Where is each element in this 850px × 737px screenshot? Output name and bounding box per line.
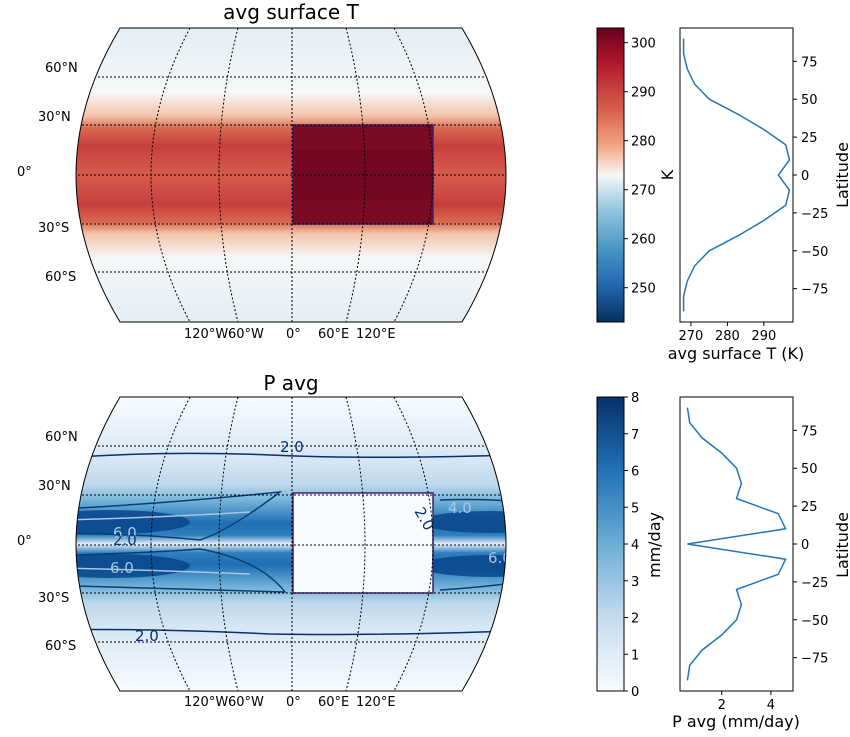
top-colorbar: 300 290 280 270 260 250 K — [596, 27, 677, 323]
top-map: avg surface T 60°N 30°N 0° — [17, 0, 507, 342]
bottom-lon-120e: 120°E — [356, 695, 396, 710]
top-colorbar-tick-label: 300 — [631, 37, 656, 52]
precip-band-se — [420, 555, 506, 577]
bottom-profile-ytick-label: 75 — [801, 424, 818, 439]
top-gridlines — [76, 28, 506, 322]
top-lat-labels: 60°N 30°N 0° 30°S 60°S — [17, 61, 78, 285]
top-profile-ylabel: Latitude — [833, 142, 850, 208]
top-lat-30n: 30°N — [38, 110, 71, 125]
top-profile-xtick-label: 280 — [715, 329, 740, 344]
bottom-lat-labels: 60°N 30°N 0° 30°S 60°S — [17, 430, 78, 654]
precip-band-sw — [76, 554, 190, 578]
top-profile-ytick-label: −50 — [801, 245, 828, 260]
bottom-profile-xtick-label: 2 — [718, 698, 726, 713]
top-lat-30s: 30°S — [38, 221, 69, 236]
bottom-colorbar-tick-label: 2 — [631, 612, 639, 627]
top-profile-line — [682, 38, 791, 312]
top-lat-0: 0° — [17, 165, 32, 180]
bottom-profile-ytick-label: −50 — [801, 614, 828, 629]
top-profile-ytick-label: 75 — [801, 55, 818, 70]
top-lat-60s: 60°S — [45, 270, 76, 285]
bottom-lat-0: 0° — [17, 534, 32, 549]
precip-band-nw — [76, 510, 190, 534]
contour-label-1: 2.0 — [280, 438, 304, 456]
top-colorbar-tick-label: 270 — [631, 184, 656, 199]
bottom-map-outline — [75, 396, 507, 692]
top-profile-xtick-label: 290 — [751, 329, 776, 344]
bottom-profile-xtick-label: 4 — [767, 698, 775, 713]
top-profile-ytick-label: −25 — [801, 207, 828, 222]
bottom-colorbar-bar — [596, 396, 625, 692]
top-colorbar-bar — [596, 27, 625, 323]
bottom-colorbar: 8 7 6 5 4 3 2 1 0 mm/day — [596, 391, 664, 700]
top-profile-ytick-label: −75 — [801, 283, 828, 298]
top-colorbar-label: K — [658, 169, 677, 180]
top-profile-axes — [679, 27, 794, 323]
bottom-profile-line — [686, 407, 787, 681]
top-lat-60n: 60°N — [45, 61, 78, 76]
top-colorbar-tick-label: 290 — [631, 86, 656, 101]
top-colorbar-tick-label: 280 — [631, 135, 656, 150]
contour-label-7: 6.0 — [488, 549, 512, 567]
bottom-colorbar-tick-label: 4 — [631, 538, 639, 553]
bottom-profile-ytick-label: 50 — [801, 462, 818, 477]
top-lon-120e: 120°E — [356, 327, 396, 342]
bottom-gridlines — [76, 397, 506, 691]
contour-label-5: 2.0 — [135, 627, 159, 645]
top-colorbar-tick-label: 260 — [631, 233, 656, 248]
bottom-map: P avg — [17, 371, 561, 710]
bottom-profile: 2 4 75 50 25 0 −25 −50 −75 P avg (mm/day) Latit… — [672, 396, 850, 731]
contour-label-4: 6.0 — [110, 559, 134, 577]
bottom-colorbar-tick-label: 3 — [631, 575, 639, 590]
top-profile-ytick-label: 25 — [801, 131, 818, 146]
bottom-map-title: P avg — [263, 371, 318, 395]
bottom-lat-30s: 30°S — [38, 591, 69, 606]
top-colorbar-tick-label: 250 — [631, 282, 656, 297]
top-map-title: avg surface T — [223, 0, 359, 24]
bottom-profile-ytick-label: 25 — [801, 500, 818, 515]
top-lon-60w: 60°W — [228, 327, 264, 342]
bottom-lon-0: 0° — [286, 695, 301, 710]
bottom-colorbar-tick-label: 8 — [631, 391, 639, 406]
top-map-outline — [75, 27, 507, 323]
top-profile-xtick-label: 270 — [679, 329, 704, 344]
top-lon-labels: 120°W 60°W 0° 60°E 120°E — [184, 327, 396, 342]
top-profile-xlabel: avg surface T (K) — [668, 344, 805, 363]
bottom-colorbar-tick-label: 1 — [631, 648, 639, 663]
bottom-colorbar-tick-label: 5 — [631, 501, 639, 516]
contour-label-6: 4.0 — [448, 499, 472, 517]
bottom-colorbar-tick-label: 6 — [631, 465, 639, 480]
bottom-lat-60n: 60°N — [45, 430, 78, 445]
top-lon-120w: 120°W — [184, 327, 228, 342]
bottom-lon-60e: 60°E — [318, 695, 349, 710]
top-lon-0: 0° — [286, 327, 301, 342]
bottom-profile-ytick-label: −25 — [801, 576, 828, 591]
bottom-colorbar-tick-label: 0 — [631, 685, 639, 700]
contour-label-2: 6.0 — [113, 524, 137, 542]
bottom-profile-ytick-label: −75 — [801, 652, 828, 667]
precip-contours — [76, 452, 506, 636]
contour-label-8: 4.0 — [537, 542, 561, 560]
bottom-profile-axes — [679, 396, 794, 692]
bottom-lat-60s: 60°S — [45, 639, 76, 654]
bottom-colorbar-label: mm/day — [645, 512, 664, 578]
bottom-colorbar-tick-label: 7 — [631, 428, 639, 443]
bottom-profile-ylabel: Latitude — [833, 512, 850, 578]
bottom-lat-30n: 30°N — [38, 479, 71, 494]
top-profile-ytick-label: 50 — [801, 93, 818, 108]
precip-band-ne — [420, 511, 506, 533]
bottom-lon-120w: 120°W — [184, 695, 228, 710]
top-profile: 270 280 290 75 50 25 0 −25 −50 −75 avg surface T… — [668, 27, 850, 363]
contour-label-3: 2.0 — [113, 531, 137, 549]
bottom-profile-xlabel: P avg (mm/day) — [672, 712, 800, 731]
top-profile-ytick-label: 0 — [801, 169, 809, 184]
bottom-land-box — [293, 493, 433, 593]
bottom-lon-labels: 120°W 60°W 0° 60°E 120°E — [184, 695, 396, 710]
bottom-lon-60w: 60°W — [228, 695, 264, 710]
top-lon-60e: 60°E — [318, 327, 349, 342]
bottom-profile-ytick-label: 0 — [801, 538, 809, 553]
